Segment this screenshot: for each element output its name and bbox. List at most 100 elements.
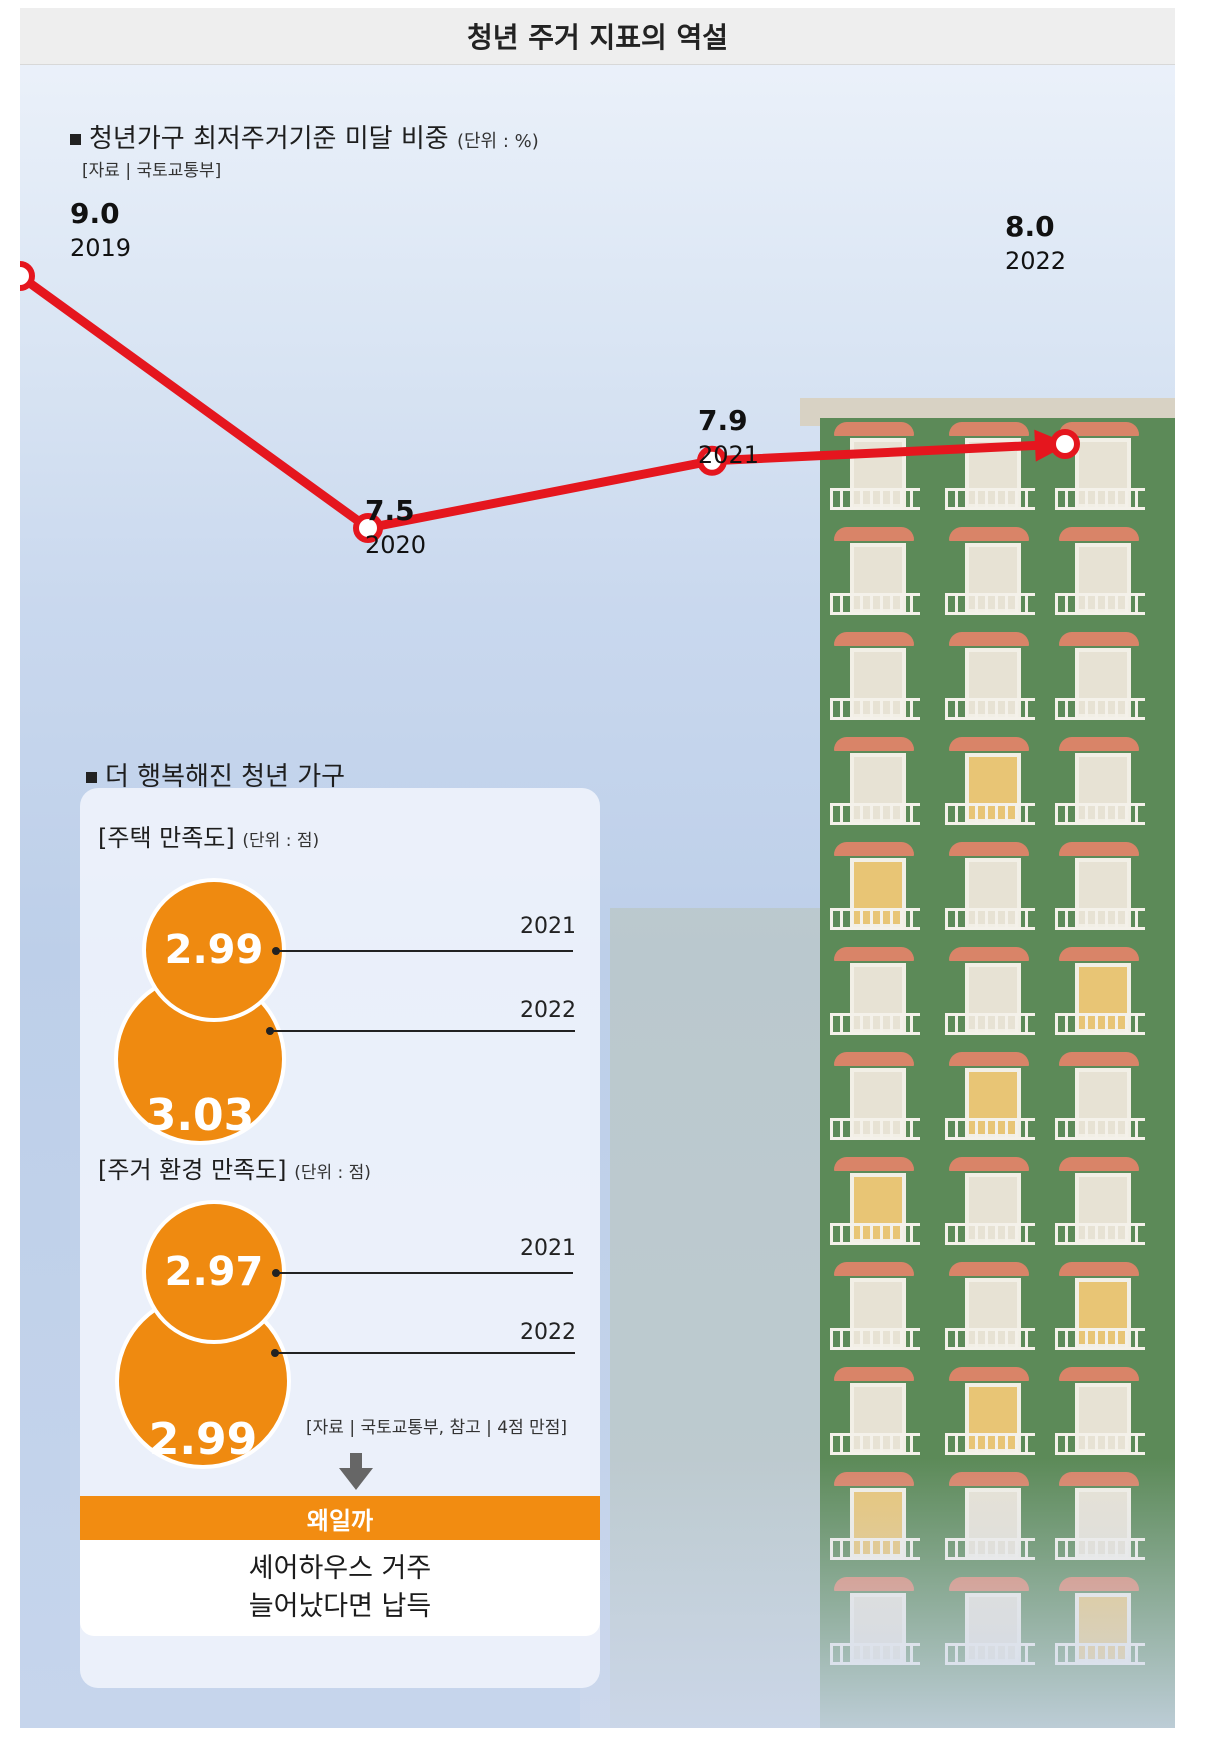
building-awning <box>834 527 914 541</box>
bubble-2021: 2.97 <box>142 1200 286 1344</box>
section2-title: 더 행복해진 청년 가구 <box>86 756 345 793</box>
building-awning <box>949 632 1029 646</box>
building-balcony <box>945 1433 1035 1455</box>
building-awning <box>949 422 1029 436</box>
building-balcony <box>1055 1118 1145 1140</box>
leader-line-2021 <box>276 950 573 952</box>
building-awning <box>1059 1157 1139 1171</box>
value-label-2019: 9.0 <box>70 197 120 230</box>
year-label-2022: 2022 <box>520 1320 576 1345</box>
building-balcony <box>945 593 1035 615</box>
building-balcony <box>945 1223 1035 1245</box>
leader-line-2022 <box>275 1352 575 1354</box>
section2-title-text: 더 행복해진 청년 가구 <box>105 762 346 792</box>
building-awning <box>949 1157 1029 1171</box>
building-awning <box>1059 1262 1139 1276</box>
year-label-2019: 2019 <box>70 234 131 262</box>
infographic-frame: 청년 주거 지표의 역설 청년가구 최저주거기준 미달 비중 (단위 : %) … <box>20 8 1175 1728</box>
building-balcony <box>830 1013 920 1035</box>
data-point-2019 <box>20 261 35 291</box>
building-awning <box>834 842 914 856</box>
building-balcony <box>1055 698 1145 720</box>
why-line2: 늘어났다면 납득 <box>248 1591 432 1622</box>
section1-source: [자료 | 국토교통부] <box>82 161 222 181</box>
year-label-2022: 2022 <box>520 998 576 1023</box>
year-label-2021: 2021 <box>520 1236 576 1261</box>
building-balcony <box>945 1118 1035 1140</box>
building-balcony <box>830 1433 920 1455</box>
leader-dot-2022 <box>266 1027 274 1035</box>
building-balcony <box>830 1328 920 1350</box>
environment-unit: (단위 : 점) <box>294 1163 371 1183</box>
building-awning <box>949 842 1029 856</box>
building-awning <box>834 632 914 646</box>
building-awning <box>1059 632 1139 646</box>
line-chart: 9.0 2019 7.5 2020 7.9 2021 8.0 2022 <box>20 197 1080 559</box>
building-balcony <box>1055 803 1145 825</box>
building-balcony <box>830 488 920 510</box>
data-point-2020 <box>353 513 383 543</box>
year-label-2020: 2020 <box>365 531 426 559</box>
building-balcony <box>1055 1223 1145 1245</box>
building-balcony <box>1055 908 1145 930</box>
down-arrow-icon <box>339 1468 373 1490</box>
building-balcony <box>945 698 1035 720</box>
building-balcony <box>945 1013 1035 1035</box>
building-balcony <box>1055 1013 1145 1035</box>
building-awning <box>834 1367 914 1381</box>
value-label-2021: 7.9 <box>698 404 748 437</box>
page-title: 청년 주거 지표의 역설 <box>20 8 1175 65</box>
building-awning <box>1059 842 1139 856</box>
down-arrow-stem <box>350 1453 362 1471</box>
building-balcony <box>945 1328 1035 1350</box>
building-balcony <box>830 1118 920 1140</box>
building-balcony <box>945 803 1035 825</box>
building-balcony <box>830 698 920 720</box>
bullet-square-icon <box>86 772 97 783</box>
data-point-2021 <box>697 445 727 476</box>
section1-title-text: 청년가구 최저주거기준 미달 비중 <box>89 124 449 154</box>
building-awning <box>949 527 1029 541</box>
year-label-2021: 2021 <box>520 914 576 939</box>
series-line <box>20 272 1066 533</box>
building-balcony <box>1055 1433 1145 1455</box>
building-awning <box>834 1157 914 1171</box>
building-awning <box>834 1262 914 1276</box>
why-explanation: 셰어하우스 거주 늘어났다면 납득 <box>80 1540 600 1636</box>
why-banner: 왜일까 <box>80 1496 600 1540</box>
building-awning <box>1059 527 1139 541</box>
building-balcony <box>830 803 920 825</box>
building-awning <box>949 1367 1029 1381</box>
housing-satisfaction-label: [주택 만족도] (단위 : 점) <box>98 818 319 853</box>
bullet-square-icon <box>70 134 81 145</box>
building-awning <box>1059 1052 1139 1066</box>
building-awning <box>1059 422 1139 436</box>
environment-satisfaction-label: [주거 환경 만족도] (단위 : 점) <box>98 1150 371 1185</box>
housing-label-text: [주택 만족도] <box>98 824 235 852</box>
building-awning <box>834 422 914 436</box>
why-line1: 셰어하우스 거주 <box>248 1553 432 1584</box>
building-balcony <box>1055 1328 1145 1350</box>
building-balcony <box>830 593 920 615</box>
leader-line-2022 <box>270 1030 575 1032</box>
housing-unit: (단위 : 점) <box>242 831 320 851</box>
building-awning <box>949 737 1029 751</box>
leader-dot-2021 <box>272 1269 280 1277</box>
year-label-2021: 2021 <box>698 441 759 469</box>
building-balcony <box>1055 488 1145 510</box>
leader-line-2021 <box>276 1272 573 1274</box>
building-balcony <box>945 488 1035 510</box>
building-awning <box>834 947 914 961</box>
building-awning <box>949 1052 1029 1066</box>
value-label-2020: 7.5 <box>365 494 415 527</box>
building-awning <box>1059 737 1139 751</box>
leader-dot-2021 <box>272 947 280 955</box>
section2-source: [자료 | 국토교통부, 참고 | 4점 만점] <box>306 1418 568 1438</box>
leader-dot-2022 <box>271 1349 279 1357</box>
building-awning <box>949 1262 1029 1276</box>
building-balcony <box>945 908 1035 930</box>
environment-label-text: [주거 환경 만족도] <box>98 1156 287 1184</box>
building-awning <box>834 1052 914 1066</box>
building-awning <box>949 947 1029 961</box>
year-label-2022: 2022 <box>1005 247 1066 275</box>
